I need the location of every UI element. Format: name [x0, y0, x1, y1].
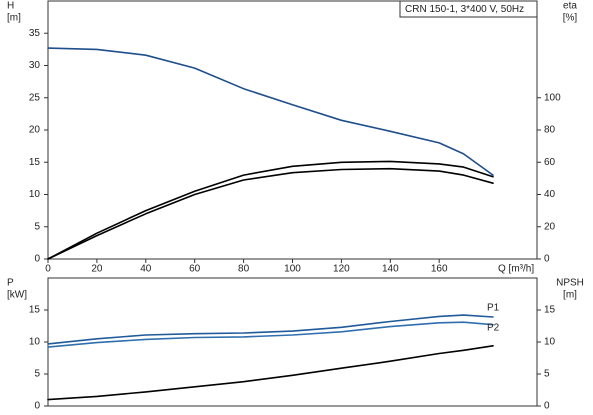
- y-tick-label: 20: [29, 125, 41, 136]
- plot-frame: [47, 0, 538, 260]
- x-tick-label: 120: [333, 264, 350, 275]
- y-tick-label: 30: [29, 60, 41, 71]
- y-tick-label: 10: [29, 337, 41, 348]
- curve: [47, 314, 494, 345]
- y2-axis-label: eta: [563, 1, 577, 12]
- x-tick-label: 20: [91, 264, 103, 275]
- x-tick-label: 80: [238, 264, 250, 275]
- curve: [47, 167, 494, 260]
- y2-tick-label: 0: [544, 254, 550, 265]
- y2-tick-label: 0: [544, 401, 550, 412]
- y-axis-label: P: [7, 278, 14, 289]
- x-tick-label: 60: [189, 264, 201, 275]
- y-axis-label: [m]: [7, 13, 21, 24]
- curve: [47, 47, 494, 176]
- x-tick-label: 100: [284, 264, 301, 275]
- x-tick-label: 140: [382, 264, 399, 275]
- series-label: P2: [487, 322, 500, 333]
- y2-tick-label: 100: [544, 92, 561, 103]
- chart-title: CRN 150-1, 3*400 V, 50Hz: [405, 4, 524, 15]
- y-tick-label: 5: [34, 221, 40, 232]
- y2-axis-label: [m]: [563, 290, 577, 301]
- curve: [47, 160, 494, 260]
- x-tick-label: 160: [431, 264, 448, 275]
- series-label: P1: [487, 303, 500, 314]
- y2-axis-label: [%]: [563, 13, 578, 24]
- x-tick-label: 0: [45, 264, 51, 275]
- legend-box: [399, 0, 538, 18]
- y-tick-label: 25: [29, 92, 41, 103]
- y-tick-label: 0: [34, 401, 40, 412]
- x-axis-label: Q [m³/h]: [498, 264, 534, 275]
- y-tick-label: 0: [34, 254, 40, 265]
- curve: [47, 321, 494, 348]
- y2-tick-label: 10: [544, 337, 556, 348]
- y-axis-label: [kW]: [7, 290, 27, 301]
- y2-tick-label: 20: [544, 221, 556, 232]
- x-tick-label: 40: [140, 264, 152, 275]
- y-tick-label: 35: [29, 28, 41, 39]
- y2-tick-label: 5: [544, 369, 550, 380]
- y2-tick-label: 15: [544, 305, 556, 316]
- plot-frame: [47, 277, 538, 407]
- y-axis-label: H: [7, 1, 14, 12]
- y2-tick-label: 80: [544, 125, 556, 136]
- y-tick-label: 15: [29, 305, 41, 316]
- y-tick-label: 15: [29, 157, 41, 168]
- y2-tick-label: 60: [544, 157, 556, 168]
- curve: [47, 345, 494, 401]
- y2-tick-label: 40: [544, 189, 556, 200]
- y-tick-label: 5: [34, 369, 40, 380]
- y-tick-label: 10: [29, 189, 41, 200]
- y2-axis-label: NPSH: [556, 278, 584, 289]
